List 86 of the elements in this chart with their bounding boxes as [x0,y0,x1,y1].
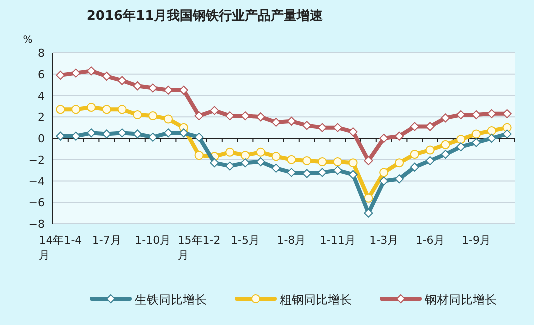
point [226,148,235,157]
point [256,148,266,157]
point [118,105,127,114]
point [395,158,404,168]
point [364,194,374,203]
point [72,132,81,141]
y-tick-label: −4 [28,175,45,188]
x-tick-label: 1-10月 [135,234,172,247]
point [441,140,450,150]
point [194,132,204,142]
point [72,105,81,114]
legend-label: 钢材同比增长 [424,293,497,307]
y-tick-label: 4 [38,90,45,103]
point [348,158,358,168]
point [272,164,281,173]
point [194,151,204,160]
point [318,123,327,132]
x-tick-label: 1-11月 [320,234,356,247]
point [287,116,296,126]
y-tick-label: −2 [28,154,45,167]
point [502,130,512,139]
x-tick-label: 1-8月 [277,234,306,247]
point [410,122,420,132]
point [87,103,96,112]
x-tick-label: 15年1-2月 [178,234,221,262]
y-tick-label: 6 [38,68,45,82]
x-tick-label: 14年1-4月 [39,234,82,262]
point [318,158,327,167]
point [287,155,296,164]
point [148,132,158,142]
point [102,105,112,114]
point [487,126,496,136]
point [87,128,96,138]
point [472,138,481,148]
point [164,86,173,95]
point [348,128,358,137]
point [194,112,204,121]
chart-title: 2016年11月我国钢铁行业产品产量增速 [86,8,324,24]
point [210,158,220,168]
point [426,146,435,155]
point [102,72,112,82]
point [333,158,342,167]
y-tick-label: 2 [38,111,45,124]
point [272,152,281,162]
point [380,168,389,178]
x-tick-label: 1-9月 [462,234,491,247]
x-tick-label: 1-5月 [231,234,260,247]
point [87,66,96,76]
point [318,168,327,178]
point [133,110,142,120]
point [456,142,466,152]
point [56,105,66,114]
point [164,114,173,124]
point [472,130,481,139]
y-tick-label: −6 [28,196,45,210]
point [56,70,66,80]
point [241,158,250,168]
point [456,135,466,144]
point [487,134,496,143]
point [426,156,435,166]
point [395,132,404,141]
legend-label: 粗钢同比增长 [280,293,352,307]
point [441,150,450,160]
point [364,156,374,166]
point [118,76,127,86]
point [241,112,250,121]
y-tick-label: −8 [28,218,45,231]
x-tick-label: 1-3月 [370,234,399,247]
point [348,170,358,180]
point [241,151,250,160]
point [410,150,420,160]
x-tick-label: 1-6月 [416,234,445,247]
y-tick-label: 8 [38,47,45,60]
point [302,156,312,166]
point [164,128,173,138]
y-tick-label: 0 [38,132,45,146]
legend-label: 生铁同比增长 [135,293,207,307]
point [210,106,220,116]
point [272,118,281,127]
x-tick-label: 1-7月 [92,234,122,247]
point [472,110,481,120]
point [148,112,158,121]
y-axis-title: % [23,35,33,46]
point [410,162,420,172]
point [133,130,142,139]
point [395,174,404,184]
